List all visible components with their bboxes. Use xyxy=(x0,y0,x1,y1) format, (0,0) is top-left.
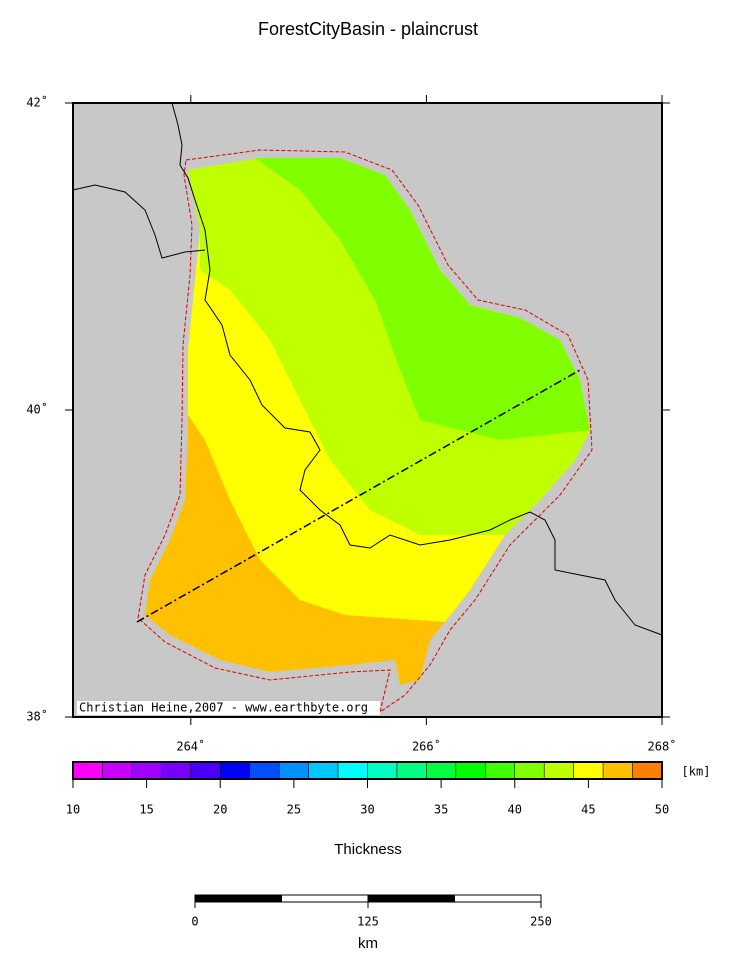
colorbar-tick-label: 25 xyxy=(287,803,301,817)
title: ForestCityBasin - plaincrust xyxy=(258,19,478,39)
credit-background xyxy=(77,701,380,715)
colorbar-cell xyxy=(72,761,103,780)
scale-tick-label: 0 xyxy=(191,915,198,929)
colorbar-cell xyxy=(308,761,339,780)
colorbar-cell xyxy=(337,761,368,780)
colorbar-cell xyxy=(455,761,486,780)
colorbar-cell xyxy=(249,761,280,780)
colorbar-tick-label: 30 xyxy=(360,803,374,817)
colorbar-tick-label: 45 xyxy=(581,803,595,817)
thickness-regions xyxy=(145,158,590,685)
credit: Christian Heine,2007 - www.earthbyte.org xyxy=(79,701,368,715)
colorbar-cell xyxy=(514,761,545,780)
colorbar-cell xyxy=(102,761,133,780)
colorbar-tick-label: 10 xyxy=(66,803,80,817)
scale-tick-label: 250 xyxy=(530,915,552,929)
colorbar-tick-label: 20 xyxy=(213,803,227,817)
scale-bar: 0 125 250 xyxy=(191,894,552,929)
colorbar: 10 15 20 25 30 35 40 45 50 xyxy=(66,761,669,817)
basin-outline xyxy=(137,149,593,714)
scale-tick-label: 125 xyxy=(357,915,379,929)
colorbar-cell xyxy=(602,761,633,780)
scale-segment xyxy=(367,894,455,903)
lat-label: 40˚ xyxy=(26,402,48,417)
profile-line xyxy=(136,369,581,623)
lat-label: 42˚ xyxy=(26,95,48,110)
scale-segment xyxy=(194,894,282,903)
colorbar-cell xyxy=(131,761,162,780)
state-borders xyxy=(72,102,663,636)
colorbar-tick-label: 35 xyxy=(434,803,448,817)
lat-label: 38˚ xyxy=(26,709,48,724)
lon-label: 266˚ xyxy=(412,739,441,754)
scale-segment xyxy=(281,894,369,903)
region-39km xyxy=(255,158,590,440)
colorbar-cell xyxy=(543,761,574,780)
colorbar-cell xyxy=(485,761,515,780)
colorbar-cell xyxy=(426,761,457,780)
colorbar-cell xyxy=(573,761,604,780)
scale-segment xyxy=(454,894,542,903)
lon-label: 268˚ xyxy=(648,739,677,754)
colorbar-cell xyxy=(161,761,192,780)
colorbar-cell xyxy=(190,761,221,780)
colorbar-tick-label: 50 xyxy=(655,803,669,817)
colorbar-cell xyxy=(367,761,398,780)
axis-ticks: 264˚ 266˚ 268˚ 38˚ 40˚ 42˚ xyxy=(26,95,676,754)
colorbar-cell xyxy=(278,761,309,780)
region-41km xyxy=(188,158,590,535)
colorbar-cell xyxy=(632,761,663,780)
colorbar-tick-label: 40 xyxy=(508,803,522,817)
colorbar-tick-label: 15 xyxy=(139,803,153,817)
colorbar-cell xyxy=(396,761,427,780)
lon-label: 264˚ xyxy=(176,739,205,754)
scale-unit: km xyxy=(358,935,378,952)
colorbar-cell xyxy=(220,761,250,780)
colorbar-label: Thickness xyxy=(334,841,402,858)
colorbar-unit: [km] xyxy=(682,765,711,779)
